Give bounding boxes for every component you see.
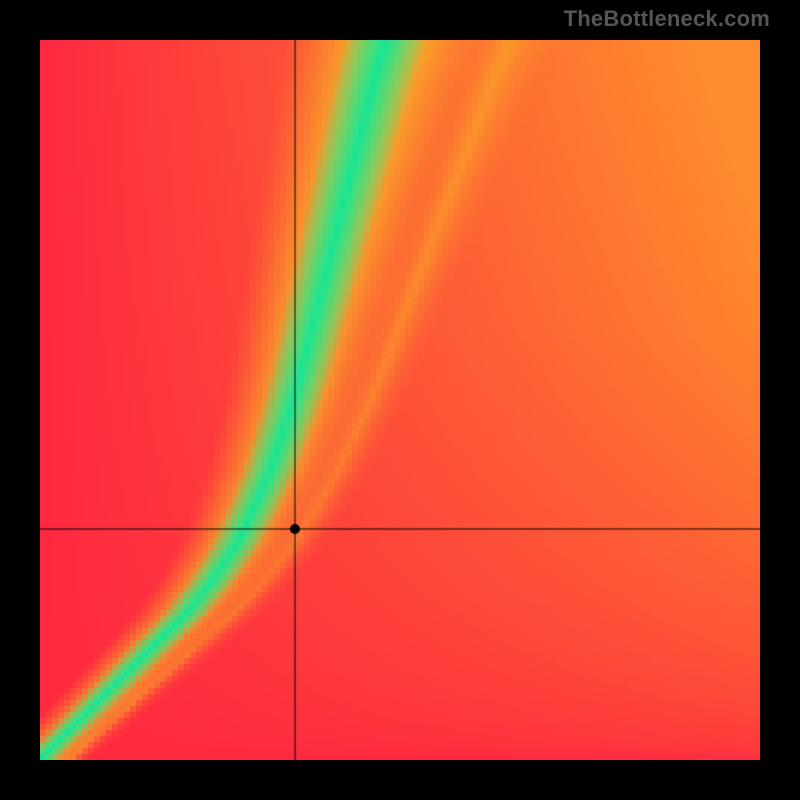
watermark-text: TheBottleneck.com xyxy=(564,6,770,32)
bottleneck-heatmap xyxy=(40,40,760,760)
chart-container: TheBottleneck.com xyxy=(0,0,800,800)
